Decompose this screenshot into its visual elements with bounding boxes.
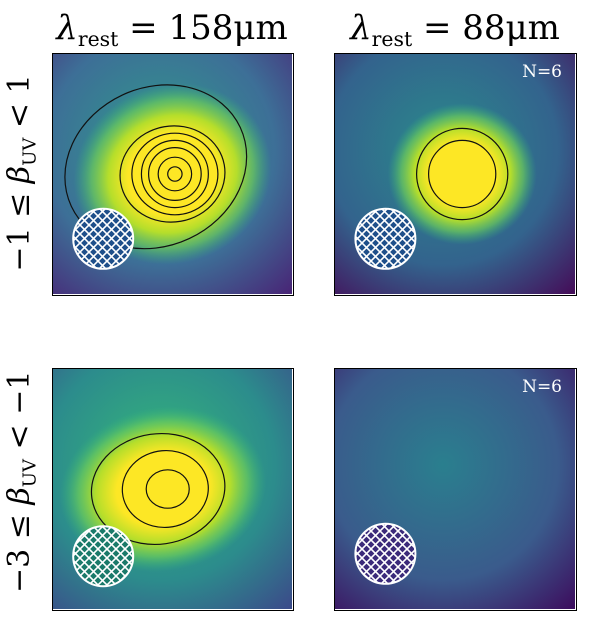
contour-line <box>147 146 202 201</box>
contour-line <box>90 432 226 546</box>
row-title-top: −1 ≤ βUV < 1 <box>2 73 41 273</box>
panel-top-right: N=6 <box>334 53 577 296</box>
row-upper-bound: −1 <box>2 370 37 415</box>
equals-sign: = <box>129 8 158 48</box>
contour-line <box>145 469 190 509</box>
beta-symbol: β <box>2 165 37 184</box>
beam-ellipse <box>72 525 135 588</box>
contour-line <box>121 449 209 529</box>
beta-subscript: UV <box>19 459 41 488</box>
count-badge: N=6 <box>522 62 562 82</box>
row-title-bottom: −3 ≤ βUV < −1 <box>2 371 41 593</box>
contour-line <box>157 156 193 192</box>
beam-ellipse <box>354 522 417 585</box>
row-relation-1: ≤ <box>2 192 37 218</box>
contour-line <box>167 166 183 182</box>
panel-bottom-right: N=6 <box>334 368 577 611</box>
beta-subscript: UV <box>19 137 41 166</box>
contour-line <box>64 84 248 250</box>
row-upper-bound: 1 <box>2 74 37 94</box>
contour-line <box>427 139 497 209</box>
column-title-158um: λrest = 158μm <box>52 8 292 52</box>
wavelength-value: 158μm <box>168 8 288 48</box>
row-relation-1: ≤ <box>2 514 37 540</box>
row-relation-2: < <box>2 102 37 129</box>
count-badge: N=6 <box>522 377 562 397</box>
lambda-subscript: rest <box>77 27 119 52</box>
contour-line <box>140 139 209 209</box>
heatmap-svg <box>53 54 292 294</box>
contour-line <box>119 125 226 223</box>
contour-line <box>415 127 509 221</box>
lambda-symbol: λ <box>56 8 78 48</box>
beta-symbol: β <box>2 487 37 505</box>
heatmap-svg <box>53 369 292 609</box>
equals-sign: = <box>422 8 452 48</box>
contour-line <box>131 132 219 216</box>
beam-ellipse <box>354 207 417 270</box>
heatmap-svg <box>335 369 575 609</box>
row-relation-2: < <box>2 424 37 450</box>
panel-bottom-left <box>52 368 294 611</box>
row-lower-bound: −1 <box>2 227 37 272</box>
lambda-subscript: rest <box>371 27 413 52</box>
source-emission <box>387 103 537 245</box>
lambda-symbol: λ <box>350 8 372 48</box>
row-lower-bound: −3 <box>2 548 37 593</box>
panel-top-left <box>52 53 294 296</box>
beam-ellipse <box>72 207 135 270</box>
column-title-88um: λrest = 88μm <box>335 8 575 52</box>
heatmap-svg <box>335 54 575 294</box>
wavelength-value: 88μm <box>462 8 560 48</box>
